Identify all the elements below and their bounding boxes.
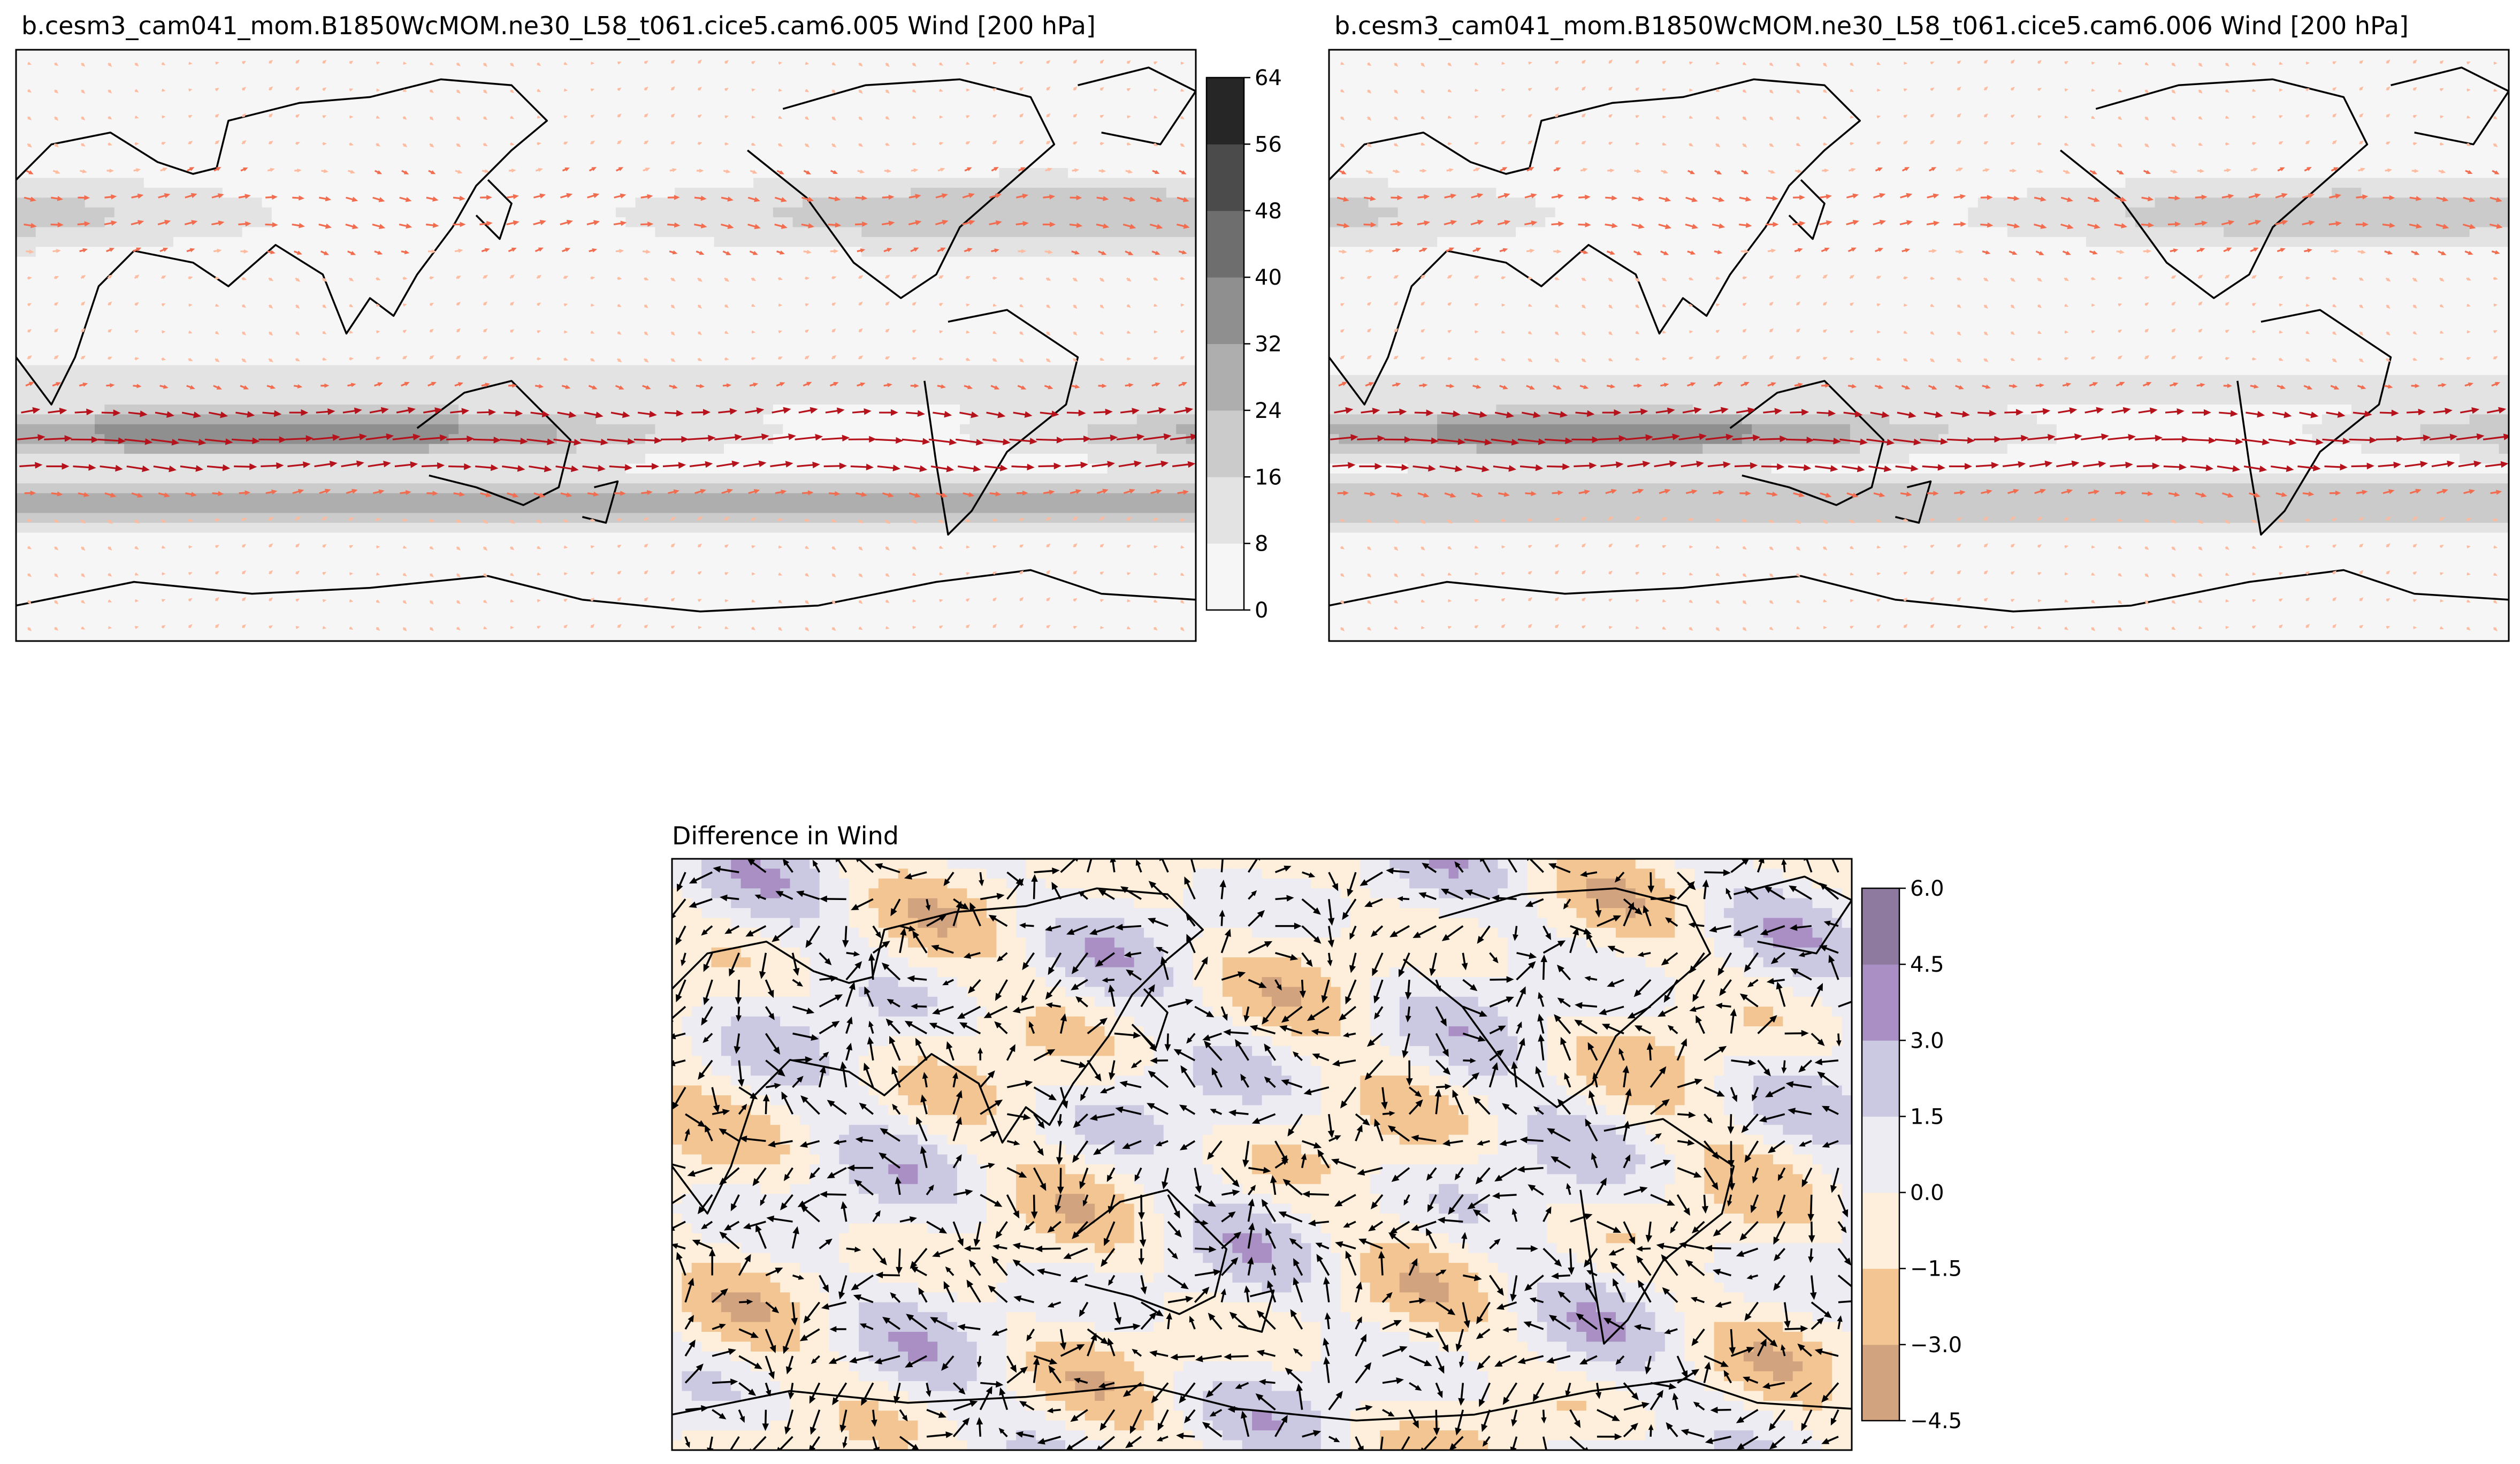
colorbar-tick-label: 8 — [1255, 532, 1268, 556]
coastline — [1329, 78, 1861, 406]
coastline — [923, 309, 1079, 536]
wind-vectors — [1330, 59, 2509, 631]
diff-map — [672, 859, 1852, 1450]
colorbar-tick-label: −3.0 — [1910, 1333, 1962, 1358]
coastline — [1072, 1189, 1228, 1315]
colorbar-tick-label: 56 — [1255, 132, 1282, 157]
colorbar-tick-label: 6.0 — [1910, 876, 1944, 901]
coastline — [1734, 875, 1852, 955]
colorbar-tick-label: 40 — [1255, 265, 1282, 290]
wind-vectors — [17, 59, 1196, 631]
colorbar-tick-label: 0 — [1255, 598, 1268, 623]
colorbar-tick-label: −4.5 — [1910, 1409, 1962, 1434]
coastline — [1238, 1289, 1275, 1333]
coastline — [1329, 569, 2509, 613]
coastline — [747, 78, 1056, 299]
coastline — [475, 179, 513, 240]
colorbar-tick-label: 24 — [1255, 399, 1282, 423]
coastline — [2236, 309, 2392, 536]
coastline — [1729, 380, 1885, 506]
diff-title: Difference in Wind — [672, 821, 899, 850]
diff-colorbar: −4.5 −3.0 −1.5 0.0 1.5 3.0 4.5 6.0 — [1861, 876, 1962, 1434]
coastline — [16, 569, 1196, 613]
colorbar-tick-label: 4.5 — [1910, 952, 1944, 977]
panel2-title: b.cesm3_cam041_mom.B1850WcMOM.ne30_L58_t… — [1334, 11, 2409, 40]
colorbar-tick-label: 32 — [1255, 332, 1282, 357]
panel2-frame — [1328, 49, 2510, 642]
coastline — [2060, 78, 2369, 299]
coastline — [1078, 66, 1196, 146]
coastline — [16, 78, 548, 406]
colorbar-tick-label: −1.5 — [1910, 1257, 1962, 1282]
colorbar-tick-label: 48 — [1255, 199, 1282, 224]
coastline — [416, 380, 572, 506]
coastline — [672, 887, 1204, 1215]
colorbar-tick-label: 16 — [1255, 465, 1282, 490]
diff-frame — [671, 858, 1853, 1451]
panel1-title: b.cesm3_cam041_mom.B1850WcMOM.ne30_L58_t… — [21, 11, 1096, 40]
coastline — [1403, 887, 1712, 1108]
panel1-frame — [15, 49, 1197, 642]
panel2-map — [1329, 50, 2509, 641]
colorbar-tick-label: 1.5 — [1910, 1104, 1944, 1129]
coastline — [1788, 179, 1826, 240]
colorbar-tick-label: 64 — [1255, 66, 1282, 90]
panel1-map — [16, 50, 1196, 641]
coastline — [2391, 66, 2509, 146]
colorbar-tick-label: 0.0 — [1910, 1181, 1944, 1206]
coastline — [672, 1378, 1852, 1422]
difference-vectors — [672, 859, 1852, 1450]
colorbar-tick-label: 3.0 — [1910, 1028, 1944, 1053]
speed-colorbar: 0 8 16 24 32 40 48 56 64 — [1205, 66, 1282, 623]
